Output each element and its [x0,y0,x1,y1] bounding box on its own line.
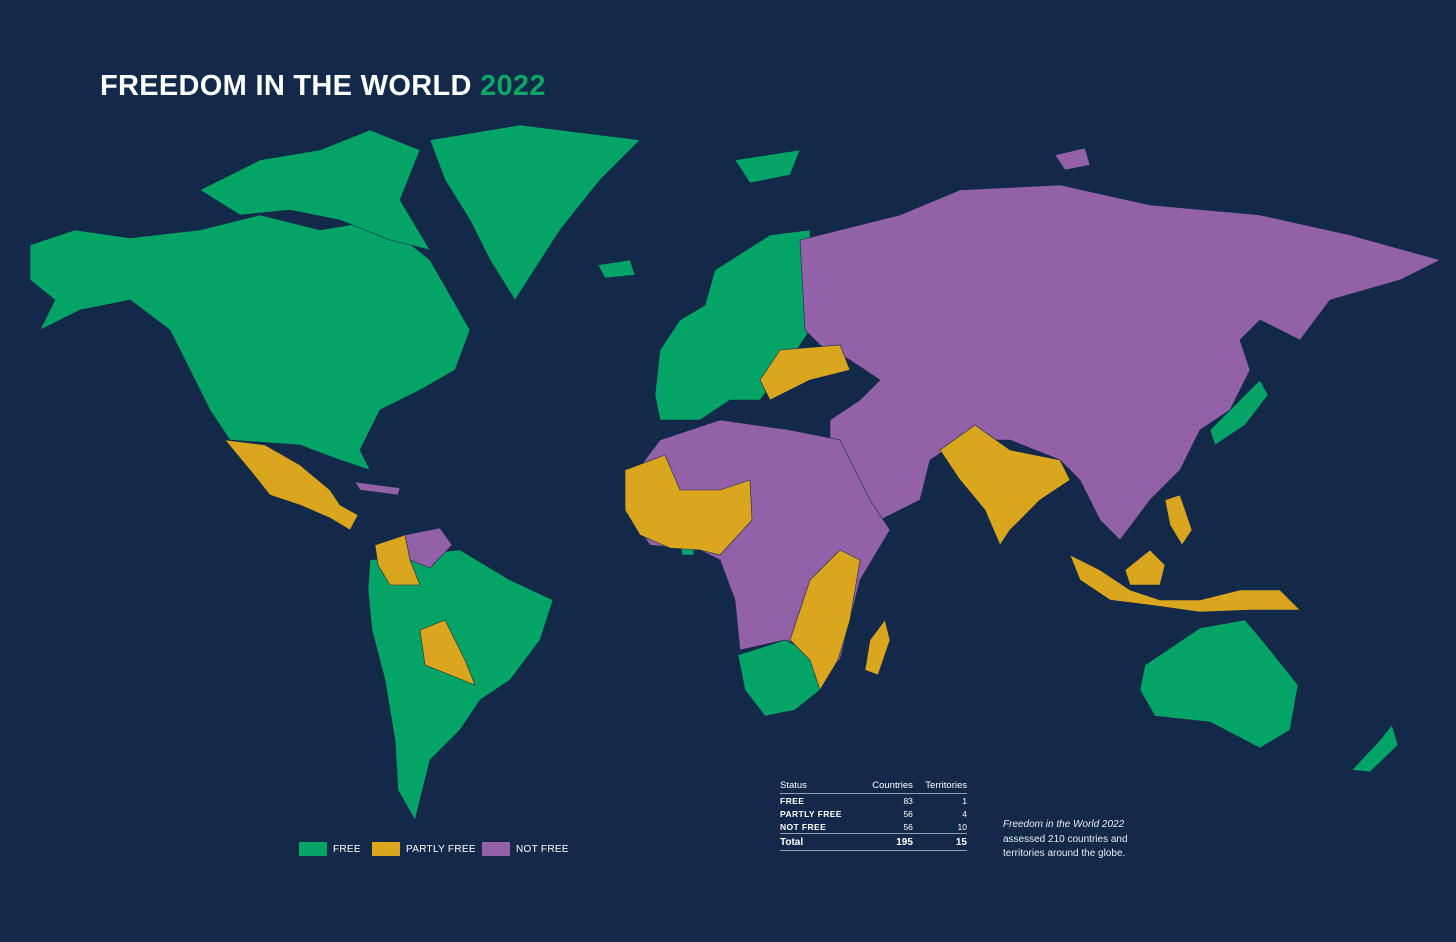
header-status: Status [780,780,861,794]
legend-label: PARTLY FREE [406,843,476,855]
summary-table: Status Countries Territories FREE 83 1 P… [780,780,967,851]
region-ukraine-balkans [759,344,851,401]
cell-countries: 56 [903,822,913,832]
table-row: NOT FREE 56 10 [780,820,967,834]
region-north-america [29,214,471,471]
cell-territories: 15 [912,833,967,851]
region-canadian-arctic [199,129,431,251]
cell-territories: 4 [962,809,967,819]
region-japan [1209,379,1269,446]
cell-status: NOT FREE [780,822,827,832]
region-southern-africa [737,639,821,717]
table-header: Status Countries Territories [780,780,967,794]
footnote: Freedom in the World 2022 assessed 210 co… [1003,818,1133,862]
legend-label: NOT FREE [516,843,569,855]
legend-swatch-partly-free [372,842,400,856]
region-indonesia [1069,554,1301,613]
cell-countries: 56 [903,809,913,819]
legend-swatch-not-free [482,842,510,856]
region-india [939,424,1071,546]
region-east-africa [789,549,861,691]
region-svalbard [734,149,801,184]
cell-status: Total [780,833,861,851]
region-philippines [1164,494,1193,546]
region-russia-asia [799,184,1441,541]
cell-countries: 83 [903,796,913,806]
cell-territories: 1 [962,796,967,806]
region-iceland [597,259,636,279]
cell-territories: 10 [957,822,967,832]
table-total-row: Total 195 15 [780,833,967,851]
region-colombia [374,534,421,586]
region-mexico-central-america [224,439,359,531]
table-row: PARTLY FREE 56 4 [780,807,967,820]
region-south-america [367,549,554,821]
cell-status: FREE [780,796,805,806]
footnote-text: assessed 210 countries and territories a… [1003,833,1128,860]
legend-swatch-free [299,842,327,856]
region-australia [1139,619,1299,749]
legend-label: FREE [333,843,361,855]
title-year: 2022 [480,70,546,102]
title-text: FREEDOM IN THE WORLD [100,70,472,102]
footnote-title: Freedom in the World 2022 [1003,819,1125,830]
region-bolivia [419,619,476,686]
region-greenland [429,124,641,301]
page-title: FREEDOM IN THE WORLD 2022 [100,70,546,103]
region-madagascar [864,619,891,676]
legend-item-free: FREE [299,842,361,856]
region-cuba [354,481,401,496]
header-territories: Territories [912,780,967,794]
table-row: FREE 83 1 [780,794,967,808]
region-novaya-zemlya [1054,147,1091,171]
region-new-zealand [1351,724,1399,773]
legend-item-partly-free: PARTLY FREE [372,842,476,856]
cell-countries: 195 [860,833,913,851]
legend-item-not-free: NOT FREE [482,842,569,856]
region-west-africa [624,454,753,556]
header-countries: Countries [860,780,913,794]
region-borneo [1124,549,1166,586]
cell-status: PARTLY FREE [780,809,842,819]
